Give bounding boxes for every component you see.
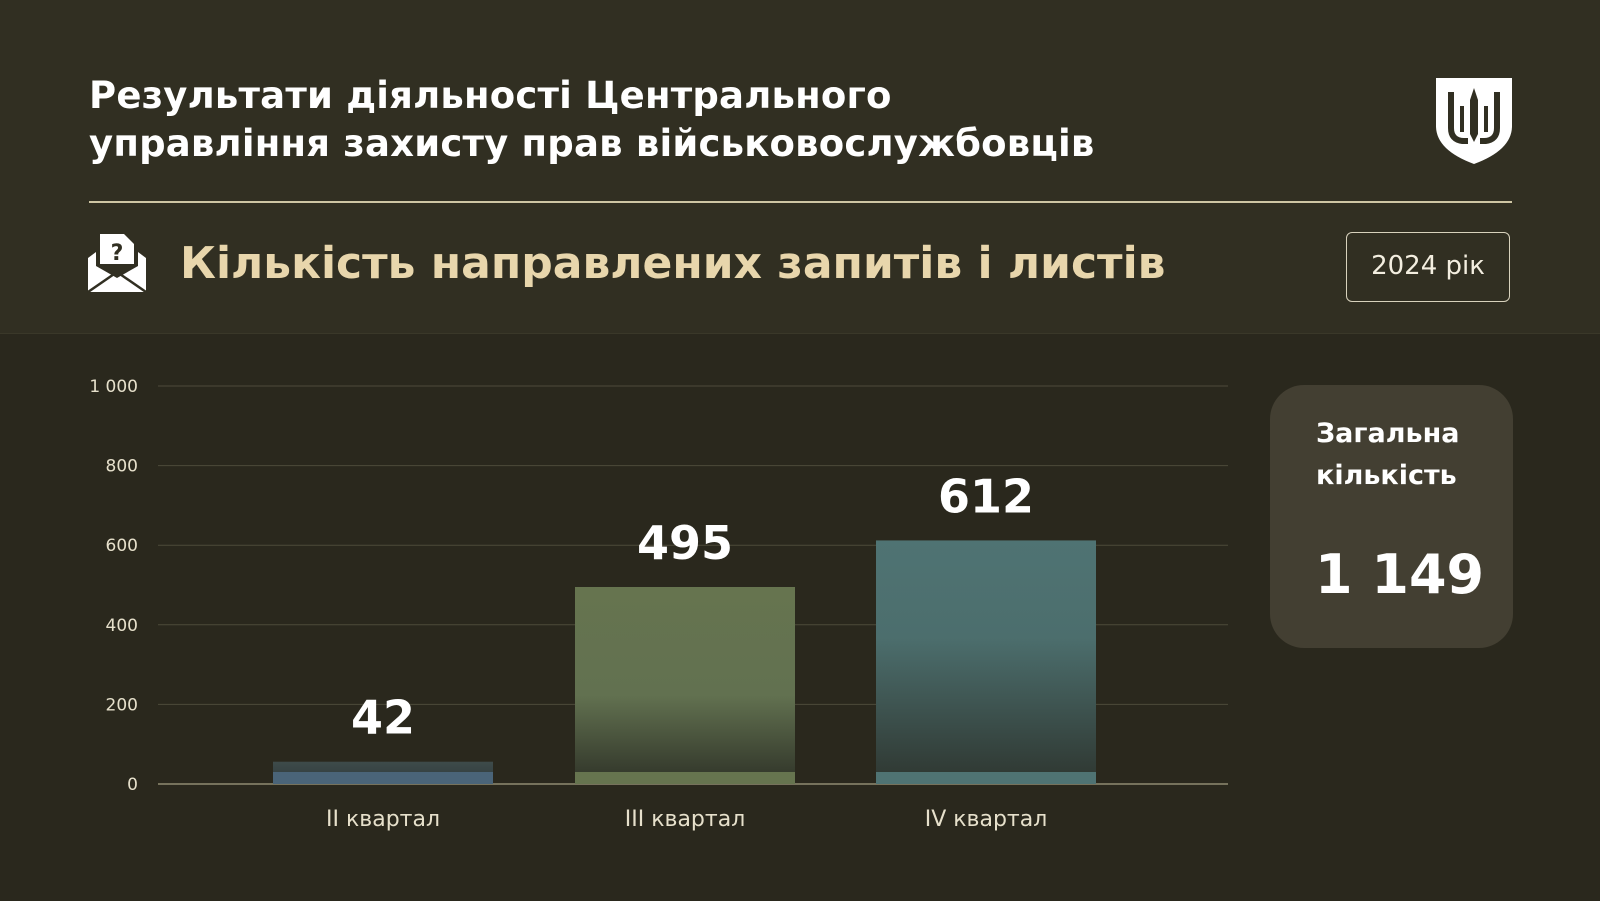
x-tick-label: III квартал bbox=[625, 807, 746, 832]
y-tick-label: 400 bbox=[106, 616, 138, 636]
trident-shield-icon bbox=[1436, 78, 1512, 164]
data-label: 612 bbox=[938, 469, 1034, 523]
y-tick-label: 1 000 bbox=[89, 377, 138, 397]
header: Результати діяльності Центрального управ… bbox=[0, 0, 1600, 334]
labels-layer: 0 200 400 600 800 1 000 42 II квартал 495 III ква… bbox=[89, 377, 1047, 832]
total-label: Загальна кількість bbox=[1316, 418, 1460, 491]
total-card: Загальна кількість 1 149 bbox=[1270, 385, 1513, 648]
svg-text:?: ? bbox=[111, 241, 124, 266]
total-value: 1 149 bbox=[1315, 543, 1485, 606]
bar-base-3 bbox=[876, 772, 1096, 784]
bar-chart: 0 200 400 600 800 1 000 42 II квартал 495 III ква… bbox=[89, 377, 1228, 832]
chart-subtitle: Кількість направлених запитів і листів bbox=[180, 238, 1166, 289]
bar-3 bbox=[876, 540, 1096, 784]
page-title-line-1: Результати діяльності Центрального bbox=[89, 74, 892, 117]
x-tick-label: II квартал bbox=[326, 807, 440, 832]
envelope-question-icon: ? bbox=[88, 234, 146, 292]
bar-2 bbox=[575, 586, 795, 784]
bars-layer bbox=[273, 540, 1096, 784]
page-title: Результати діяльності Центрального управ… bbox=[89, 72, 1289, 168]
data-label: 495 bbox=[637, 516, 733, 570]
data-label: 42 bbox=[351, 691, 415, 745]
header-divider bbox=[89, 201, 1512, 203]
y-tick-label: 600 bbox=[106, 536, 138, 556]
y-tick-label: 800 bbox=[106, 457, 138, 477]
year-badge: 2024 рік bbox=[1346, 232, 1510, 302]
x-tick-label: IV квартал bbox=[925, 807, 1048, 832]
bar-base-2 bbox=[575, 772, 795, 784]
y-tick-label: 0 bbox=[127, 775, 138, 795]
y-tick-label: 200 bbox=[106, 695, 138, 715]
page-title-line-2: управління захисту прав військовослужбов… bbox=[89, 122, 1095, 165]
bar-base-1 bbox=[273, 772, 493, 784]
